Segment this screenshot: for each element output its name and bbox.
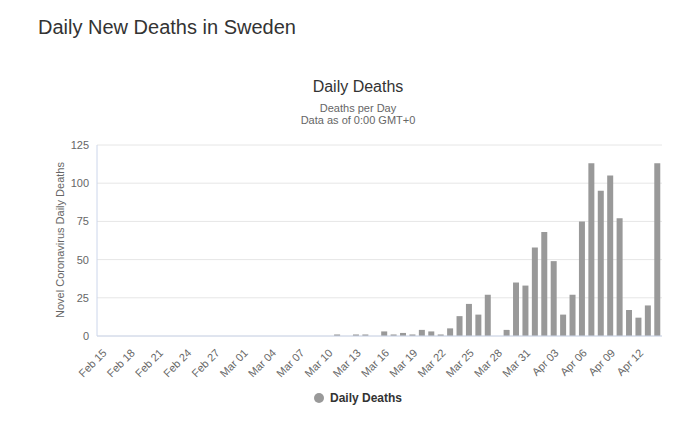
html-text:Daily New Deaths in Sweden: Daily New Deaths in Sweden (38, 16, 296, 38)
svg-text:Mar 25: Mar 25 (443, 347, 476, 380)
svg-text:Mar 01: Mar 01 (217, 347, 250, 380)
svg-text:Feb 24: Feb 24 (161, 347, 194, 380)
svg-text:75: 75 (77, 215, 89, 227)
svg-text:Mar 07: Mar 07 (274, 347, 307, 380)
svg-text:Apr 06: Apr 06 (558, 347, 589, 378)
svg-text:Mar 31: Mar 31 (500, 347, 533, 380)
svg-text:25: 25 (77, 292, 89, 304)
svg-text:Mar 19: Mar 19 (387, 347, 420, 380)
svg-text:Feb 18: Feb 18 (104, 347, 137, 380)
svg-text:Mar 22: Mar 22 (415, 347, 448, 380)
svg-text:50: 50 (77, 254, 89, 266)
svg-text:0: 0 (83, 330, 89, 342)
html-text:Daily Deaths: Daily Deaths (312, 78, 404, 95)
html-text:Daily Deaths: Daily Deaths (330, 391, 402, 405)
svg-text:Feb 27: Feb 27 (189, 347, 222, 380)
svg-text:125: 125 (71, 139, 89, 151)
svg-text:Mar 28: Mar 28 (472, 347, 505, 380)
svg-text:Apr 12: Apr 12 (614, 347, 645, 378)
html-text:Data as of 0:00 GMT+0: Data as of 0:00 GMT+0 (300, 114, 416, 126)
svg-text:Mar 04: Mar 04 (246, 347, 279, 380)
html-text:Novel Coronavirus Daily Deaths: Novel Coronavirus Daily Deaths (54, 162, 66, 318)
svg-text:Mar 10: Mar 10 (302, 347, 335, 380)
svg-text:Apr 09: Apr 09 (586, 347, 617, 378)
html-text:Deaths per Day: Deaths per Day (319, 102, 397, 114)
svg-text:Feb 21: Feb 21 (133, 347, 166, 380)
svg-text:100: 100 (71, 177, 89, 189)
svg-text:Mar 13: Mar 13 (330, 347, 363, 380)
svg-text:Apr 03: Apr 03 (529, 347, 560, 378)
svg-text:Feb 15: Feb 15 (76, 347, 109, 380)
svg-text:Mar 16: Mar 16 (359, 347, 392, 380)
